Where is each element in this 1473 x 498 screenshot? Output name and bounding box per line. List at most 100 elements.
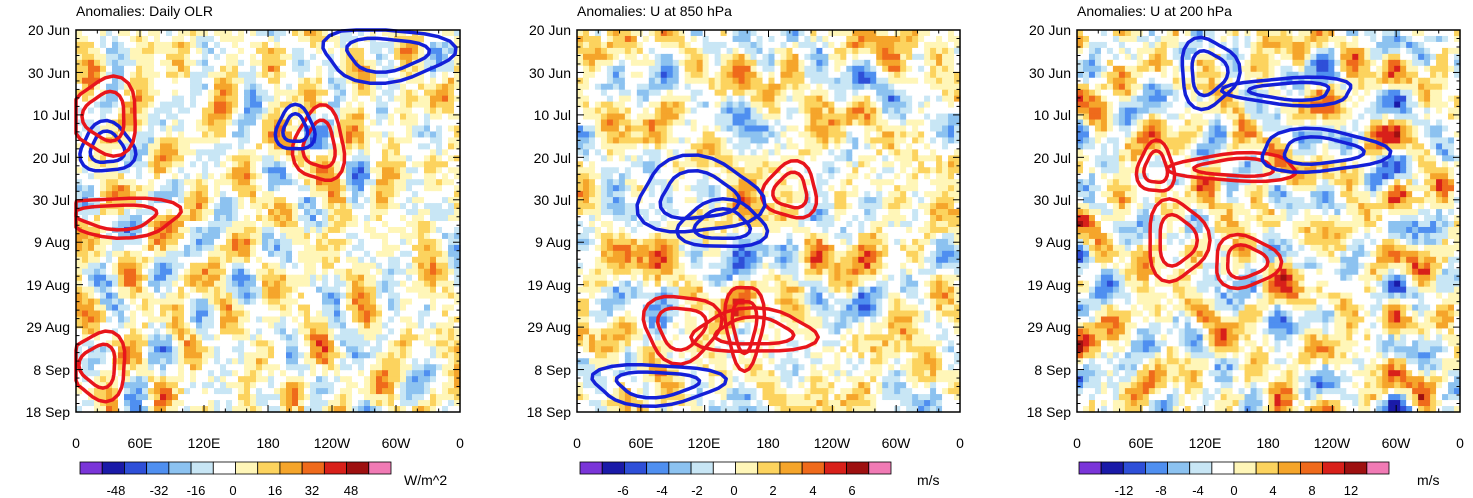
heatmap-cell bbox=[286, 95, 293, 103]
heatmap-cell bbox=[154, 101, 161, 109]
heatmap-cell bbox=[352, 41, 359, 49]
heatmap-cell bbox=[636, 83, 644, 91]
heatmap-cell bbox=[226, 244, 233, 252]
heatmap-cell bbox=[118, 358, 125, 365]
heatmap-cell bbox=[334, 131, 341, 139]
heatmap-cell bbox=[196, 298, 203, 306]
heatmap-cell bbox=[298, 65, 305, 73]
heatmap-cell bbox=[948, 53, 955, 61]
heatmap-cell bbox=[442, 322, 449, 330]
heatmap-cell bbox=[274, 71, 281, 79]
heatmap-cell bbox=[202, 30, 209, 37]
heatmap-cell bbox=[328, 185, 335, 192]
heatmap-cell bbox=[286, 250, 293, 258]
heatmap-cell bbox=[196, 155, 203, 162]
heatmap-cell bbox=[118, 292, 125, 300]
heatmap-cell bbox=[448, 328, 455, 336]
heatmap-cell bbox=[888, 41, 895, 49]
heatmap-cell bbox=[154, 179, 161, 186]
heatmap-cell bbox=[112, 346, 119, 353]
heatmap-cell bbox=[208, 250, 215, 258]
heatmap-cell bbox=[858, 71, 865, 79]
heatmap-cell bbox=[256, 41, 263, 49]
heatmap-cell bbox=[172, 95, 179, 103]
heatmap-cell bbox=[418, 334, 425, 341]
heatmap-cell bbox=[376, 215, 383, 222]
heatmap-cell bbox=[244, 388, 251, 395]
heatmap-cell bbox=[112, 400, 119, 407]
heatmap-cell bbox=[352, 250, 359, 258]
heatmap-cell bbox=[618, 71, 626, 79]
heatmap-cell bbox=[430, 125, 437, 133]
heatmap-cell bbox=[394, 364, 401, 371]
heatmap-cell bbox=[214, 388, 221, 395]
heatmap-cell bbox=[208, 316, 215, 324]
heatmap-cell bbox=[148, 185, 155, 192]
heatmap-cell bbox=[154, 161, 161, 168]
heatmap-cell bbox=[88, 328, 95, 336]
heatmap-cell bbox=[238, 328, 245, 336]
heatmap-cell bbox=[250, 173, 257, 180]
heatmap-cell bbox=[82, 262, 89, 270]
heatmap-cell bbox=[376, 203, 383, 210]
heatmap-cell bbox=[82, 89, 89, 97]
heatmap-cell bbox=[454, 376, 461, 383]
heatmap-cell bbox=[286, 179, 293, 186]
heatmap-cell bbox=[906, 77, 913, 85]
heatmap-cell bbox=[304, 161, 311, 168]
heatmap-cell bbox=[882, 59, 889, 67]
heatmap-cell bbox=[76, 286, 83, 294]
heatmap-cell bbox=[172, 65, 179, 73]
heatmap-cell bbox=[250, 370, 257, 377]
heatmap-cell bbox=[316, 77, 323, 85]
heatmap-cell bbox=[226, 292, 233, 300]
heatmap-cell bbox=[226, 238, 233, 246]
heatmap-cell bbox=[376, 137, 383, 145]
heatmap-cell bbox=[292, 280, 299, 288]
heatmap-cell bbox=[304, 191, 311, 198]
heatmap-cell bbox=[292, 191, 299, 198]
heatmap-cell bbox=[400, 173, 407, 180]
heatmap-cell bbox=[582, 77, 590, 85]
heatmap-cell bbox=[274, 256, 281, 264]
heatmap-cell bbox=[220, 286, 227, 294]
heatmap-cell bbox=[388, 65, 395, 73]
heatmap-cell bbox=[588, 59, 596, 67]
heatmap-cell bbox=[202, 71, 209, 79]
heatmap-cell bbox=[442, 77, 449, 85]
heatmap-cell bbox=[346, 352, 353, 359]
heatmap-cell bbox=[394, 370, 401, 377]
heatmap-cell bbox=[406, 197, 413, 204]
heatmap-cell bbox=[244, 215, 251, 222]
heatmap-cell bbox=[256, 274, 263, 282]
heatmap-cell bbox=[768, 71, 776, 79]
heatmap-cell bbox=[588, 53, 596, 61]
heatmap-cell bbox=[388, 376, 395, 383]
heatmap-cell bbox=[454, 215, 461, 222]
heatmap-cell bbox=[298, 238, 305, 246]
heatmap-cell bbox=[292, 185, 299, 192]
heatmap-cell bbox=[382, 298, 389, 306]
heatmap-cell bbox=[738, 77, 746, 85]
heatmap-cell bbox=[714, 83, 722, 91]
heatmap-cell bbox=[178, 334, 185, 341]
heatmap-cell bbox=[672, 47, 680, 55]
heatmap-cell bbox=[436, 107, 443, 115]
heatmap-cell bbox=[328, 364, 335, 371]
heatmap-cell bbox=[232, 30, 239, 37]
heatmap-cell bbox=[148, 209, 155, 216]
heatmap-cell bbox=[370, 71, 377, 79]
heatmap-cell bbox=[130, 316, 137, 324]
heatmap-cell bbox=[160, 179, 167, 186]
heatmap-cell bbox=[582, 89, 590, 97]
heatmap-cell bbox=[406, 268, 413, 276]
heatmap-cell bbox=[316, 155, 323, 162]
heatmap-cell bbox=[400, 47, 407, 55]
heatmap-cell bbox=[130, 304, 137, 312]
heatmap-cell bbox=[654, 35, 662, 43]
heatmap-cell bbox=[106, 65, 113, 73]
heatmap-cell bbox=[412, 53, 419, 61]
heatmap-cell bbox=[376, 238, 383, 246]
heatmap-cell bbox=[178, 125, 185, 133]
heatmap-cell bbox=[310, 340, 317, 347]
